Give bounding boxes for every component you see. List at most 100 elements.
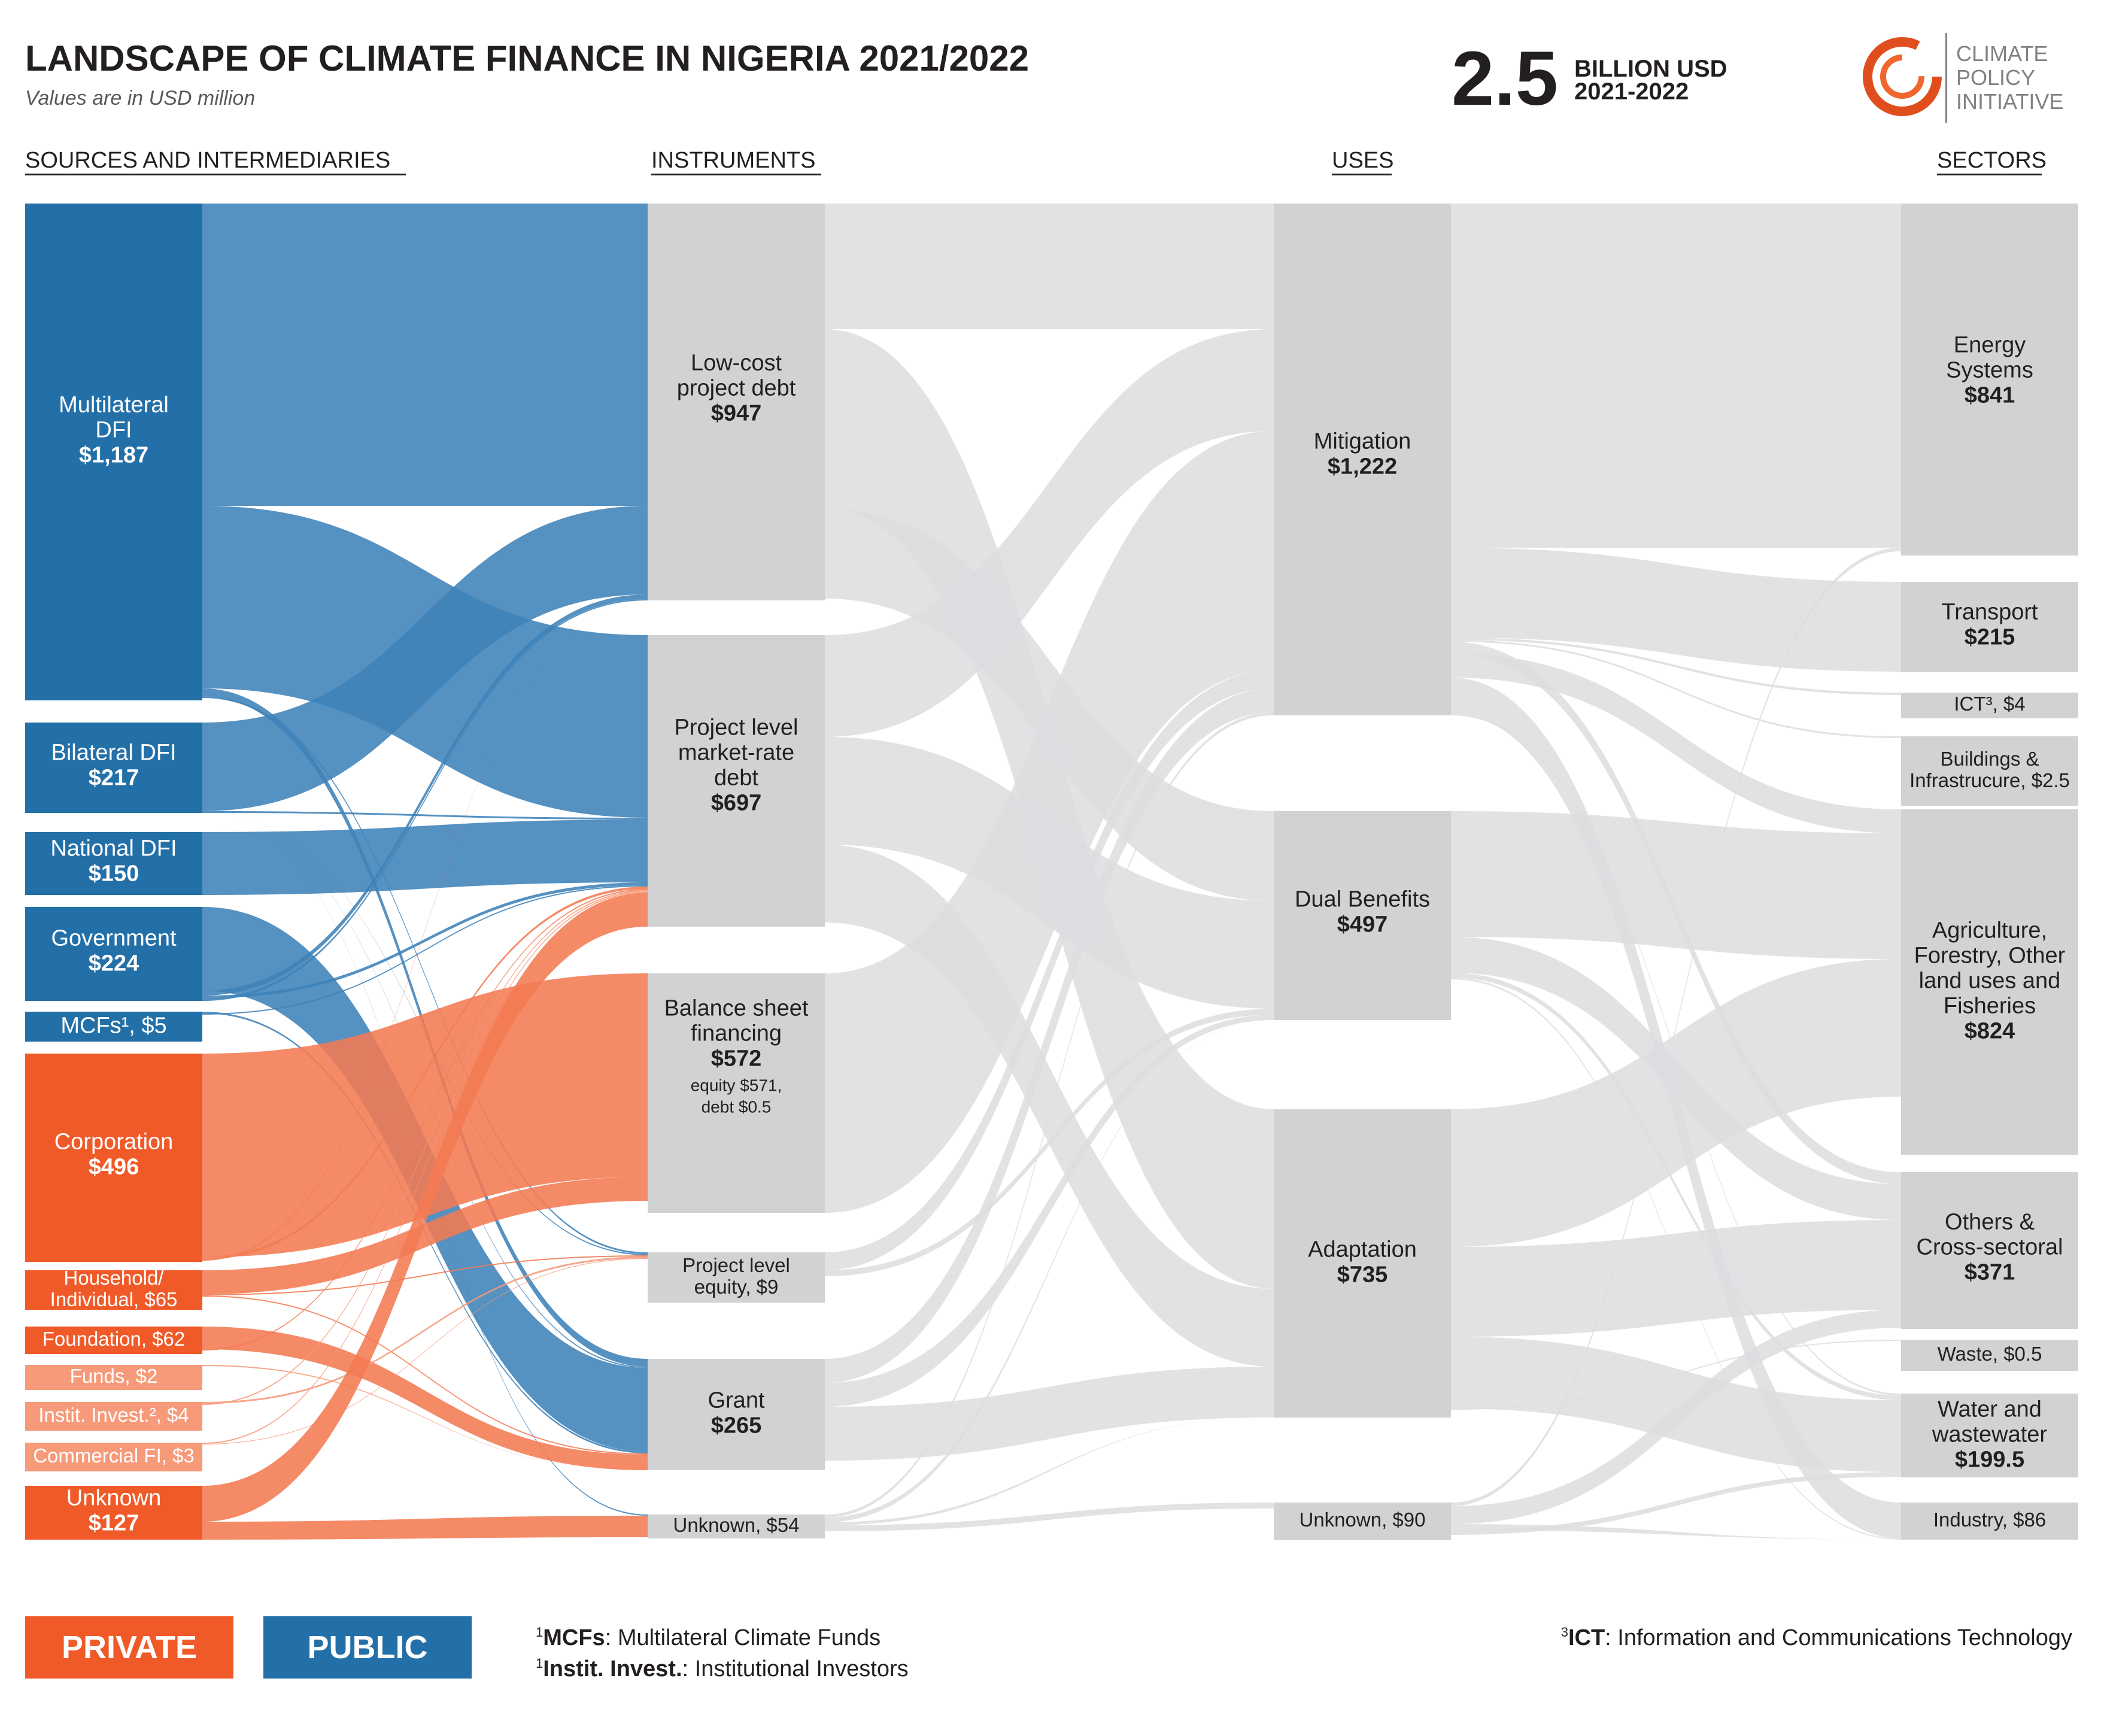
node-label-ins-grant: $265 (711, 1413, 762, 1438)
column-header-sectors: SECTORS (1937, 148, 2047, 173)
node-sec-industry (1901, 1503, 2078, 1540)
legend-private-label: PRIVATE (62, 1629, 197, 1665)
footnote-mcfs: 1MCFs: Multilateral Climate Funds (536, 1625, 881, 1650)
node-label-sec-water: Water and (1938, 1397, 2042, 1422)
node-label-sec-others: Others & (1945, 1210, 2035, 1235)
flow-link (202, 893, 648, 1522)
flow-link (202, 594, 648, 996)
flow-link (202, 890, 648, 1405)
column-underline-uses (1332, 174, 1392, 175)
flow-link (202, 1177, 648, 1294)
node-label-use-mitigation: Mitigation (1314, 429, 1411, 454)
flow-link (202, 1516, 648, 1540)
logo-line-2: POLICY (1956, 65, 2035, 90)
node-label-src-corporation: $496 (89, 1155, 139, 1180)
node-label-src-unknown: Unknown (66, 1486, 161, 1511)
flow-link (825, 688, 1274, 1383)
node-label-sec-ict: ICT³, $4 (1954, 693, 2025, 715)
logo-inner-ring-icon (1880, 54, 1924, 99)
node-label-ins-balance: Balance sheet (664, 996, 809, 1021)
flow-link (202, 887, 648, 1259)
flow-link (1451, 204, 1901, 548)
node-label-src-bilateral: Bilateral DFI (51, 740, 176, 766)
column-header-sources: SOURCES AND INTERMEDIARIES (25, 148, 390, 173)
flow-link (202, 204, 648, 506)
flow-link (202, 1365, 648, 1470)
node-label-sec-agri: Fisheries (1944, 994, 2036, 1019)
node-label-ins-lowcost: project debt (677, 376, 796, 401)
logo-line-3: INITIATIVE (1956, 89, 2063, 114)
node-src-bilateral (25, 723, 202, 813)
node-label-ins-marketrate: Project level (675, 715, 798, 740)
node-label-sec-buildings: Infrastrucure, $2.5 (1909, 769, 2070, 791)
flow-link (202, 882, 648, 998)
column-underline-sources (25, 174, 406, 175)
flow-link (1451, 973, 1901, 1400)
node-label-use-dual: $497 (1337, 912, 1388, 937)
node-label-src-mcfs: MCFs¹, $5 (60, 1013, 166, 1039)
node-label-src-national: $150 (89, 861, 139, 887)
flow-link (202, 891, 648, 1444)
flow-link (202, 885, 648, 1015)
flow-links (202, 204, 1901, 1540)
node-ins-unknown (648, 1515, 825, 1538)
node-sec-others (1901, 1172, 2078, 1329)
node-label-sec-agri: land uses and (1919, 969, 2061, 994)
node-label-src-bilateral: $217 (89, 766, 139, 791)
flow-link (825, 1503, 1274, 1531)
node-label-ins-balance: equity $571, (691, 1076, 782, 1095)
node-label-ins-marketrate: market-rate (678, 740, 794, 766)
node-sec-ict (1901, 693, 2078, 718)
node-label-sec-buildings: Buildings & (1940, 748, 2039, 770)
node-label-ins-grant: Grant (708, 1388, 764, 1413)
node-label-src-foundation: Foundation, $62 (42, 1328, 186, 1350)
node-label-use-dual: Dual Benefits (1295, 887, 1430, 912)
node-src-commercial (25, 1443, 202, 1471)
node-label-src-instit: Instit. Invest.², $4 (38, 1404, 189, 1426)
legend-private-swatch (25, 1616, 233, 1679)
flow-link (1451, 1220, 1901, 1337)
node-label-ins-marketrate: debt (714, 766, 758, 791)
node-label-ins-equity: Project level (682, 1254, 790, 1276)
node-label-use-adaptation: Adaptation (1308, 1237, 1417, 1262)
flow-link (202, 506, 648, 811)
logo-divider (1945, 33, 1947, 123)
footnote-instit: 1Instit. Invest.: Institutional Investor… (536, 1656, 909, 1682)
node-src-government (25, 907, 202, 1001)
flow-link (825, 1418, 1274, 1525)
flow-link (825, 1009, 1274, 1276)
node-label-ins-equity: equity, $9 (694, 1276, 779, 1298)
node-label-sec-agri: Agriculture, (1932, 918, 2047, 943)
flow-link (825, 845, 1274, 1367)
flow-link (825, 329, 1274, 737)
node-src-multilateral (25, 204, 202, 700)
flow-link (202, 889, 648, 1350)
node-label-sec-energy: $841 (1965, 383, 2015, 408)
node-label-src-commercial: Commercial FI, $3 (33, 1444, 195, 1467)
node-sec-transport (1901, 582, 2078, 672)
node-label-src-household: Individual, $65 (50, 1288, 178, 1310)
node-label-src-unknown: $127 (89, 1511, 139, 1536)
legend-public-label: PUBLIC (308, 1629, 428, 1665)
flow-link (202, 820, 648, 895)
node-src-corporation (25, 1054, 202, 1262)
flow-link (202, 1255, 648, 1295)
node-src-funds (25, 1365, 202, 1390)
node-label-sec-others: $371 (1965, 1260, 2015, 1285)
node-ins-equity (648, 1252, 825, 1303)
node-sec-waste (1901, 1340, 2078, 1371)
legend-public-swatch (263, 1616, 472, 1679)
flow-link (825, 1015, 1274, 1407)
node-label-ins-lowcost: Low-cost (691, 351, 782, 376)
node-label-src-multilateral: Multilateral (59, 393, 169, 418)
node-label-sec-industry: Industry, $86 (1933, 1509, 2046, 1531)
node-ins-lowcost (648, 204, 825, 600)
node-label-sec-agri: $824 (1965, 1019, 2015, 1044)
page-title: LANDSCAPE OF CLIMATE FINANCE IN NIGERIA … (25, 38, 1029, 78)
node-sec-agri (1901, 809, 2078, 1155)
node-src-foundation (25, 1327, 202, 1354)
node-label-sec-energy: Energy (1954, 333, 2026, 358)
